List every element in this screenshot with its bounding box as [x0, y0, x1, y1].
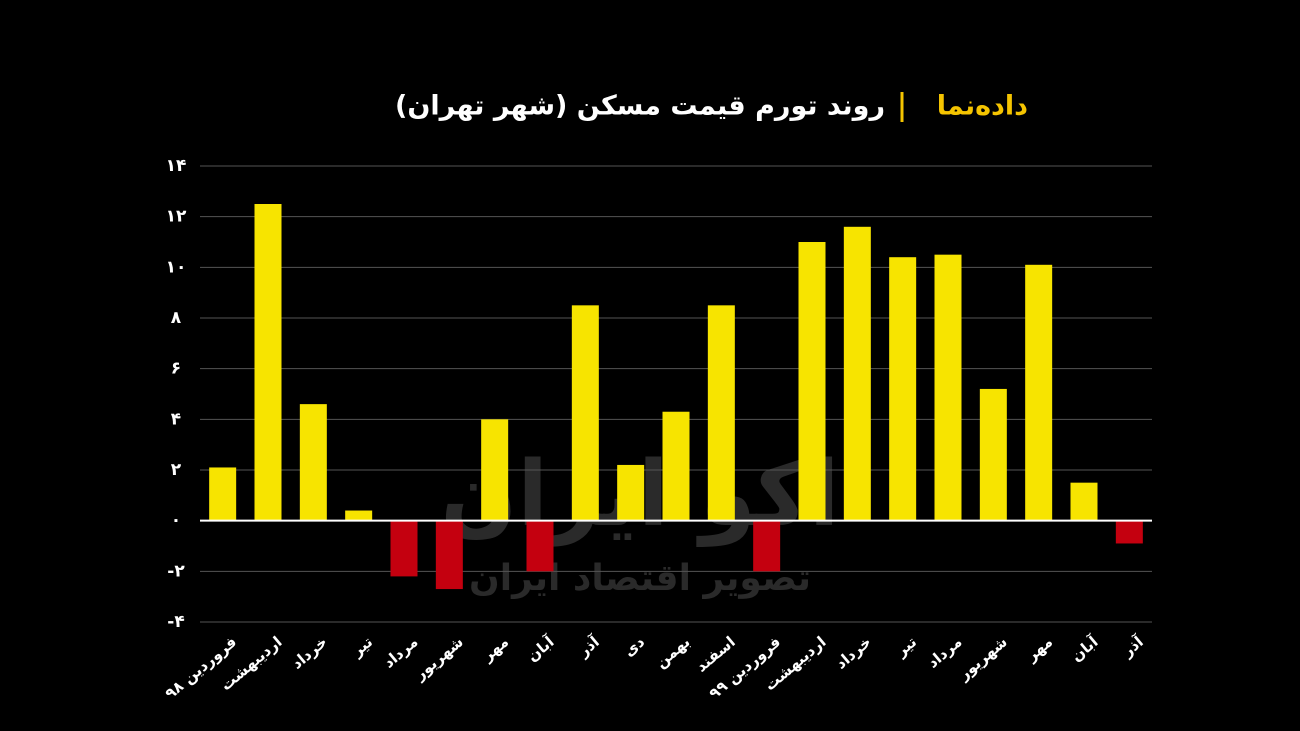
bar: [707, 305, 735, 521]
y-tick-label: ۴: [171, 409, 181, 429]
y-tick-label: ۶: [171, 359, 181, 379]
y-tick-label: ۲: [171, 460, 182, 480]
x-tick-label: خرداد: [832, 633, 875, 673]
chart-title: روند تورم قیمت مسکن (شهر تهران): [395, 91, 885, 122]
bar: [753, 520, 781, 572]
x-tick-label: آذر: [1118, 632, 1147, 661]
bar: [571, 305, 599, 521]
bar: [254, 204, 282, 521]
bar: [843, 226, 871, 521]
bar: [299, 404, 327, 521]
x-tick-label: شهریور: [410, 633, 467, 684]
x-tick-label: بهمن: [652, 633, 694, 672]
bar: [209, 467, 237, 521]
bar: [1115, 520, 1143, 544]
x-tick-label: آذر: [574, 632, 603, 661]
y-tick-label: ۱۲: [166, 207, 187, 227]
x-tick-label: مهر: [478, 633, 512, 666]
bar: [526, 520, 554, 572]
x-tick-label: آبان: [524, 632, 559, 665]
bar: [1070, 482, 1098, 521]
bar: [481, 419, 509, 521]
x-tick-label: تیر: [348, 633, 376, 661]
bar: [798, 242, 826, 521]
y-tick-label: -۲: [167, 561, 185, 581]
bar: [934, 254, 962, 521]
bar: [889, 257, 917, 521]
y-tick-label: ۱۰: [166, 257, 187, 277]
bar: [435, 520, 463, 590]
bar: [345, 510, 373, 521]
bar: [662, 411, 690, 521]
bar: [617, 464, 645, 521]
y-tick-label: ۰: [171, 511, 181, 531]
y-tick-label: ۸: [171, 308, 182, 328]
y-tick-label: ۱۴: [166, 156, 187, 176]
x-tick-label: شهریور: [954, 633, 1011, 684]
x-tick-label: آبان: [1068, 632, 1103, 665]
brand: داده‌نما: [937, 91, 1028, 122]
bar: [979, 388, 1007, 521]
x-tick-label: خرداد: [288, 633, 331, 673]
bar: [1025, 264, 1053, 521]
x-tick-label: مهر: [1022, 633, 1056, 666]
x-tick-label: تیر: [892, 633, 920, 661]
y-tick-label: -۴: [167, 612, 184, 632]
x-tick-label: دی: [620, 633, 648, 661]
bar: [390, 520, 418, 577]
